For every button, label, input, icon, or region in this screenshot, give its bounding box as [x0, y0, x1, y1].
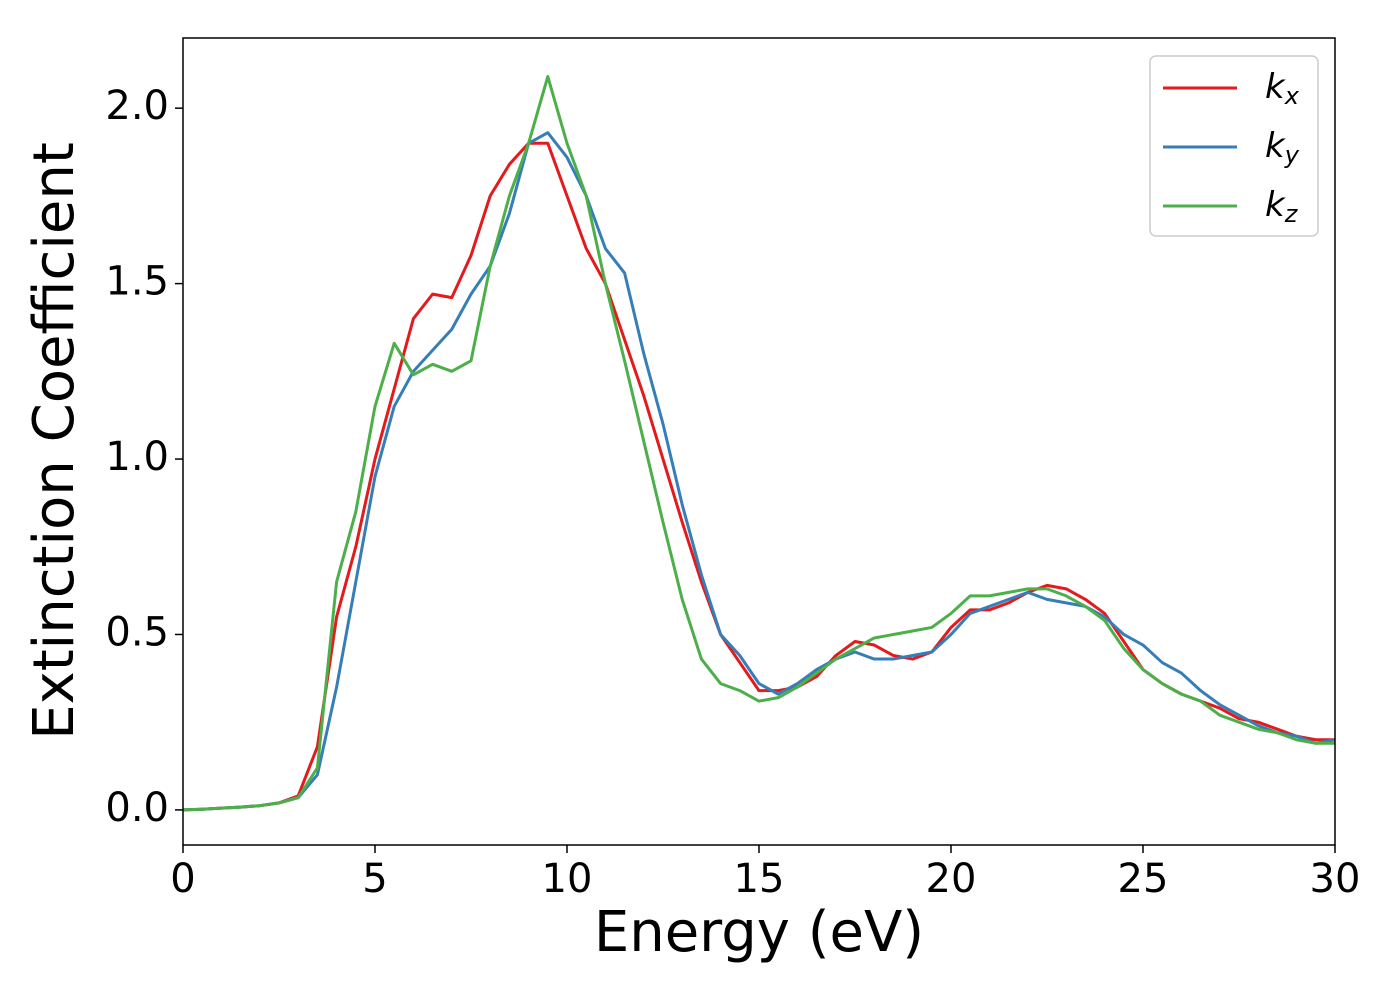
x-tick-label: 0: [170, 856, 195, 902]
x-tick-label: 10: [542, 856, 593, 902]
legend-label: ky: [1265, 126, 1300, 170]
x-tick-label: 25: [1118, 856, 1169, 902]
y-tick-label: 0.5: [105, 609, 169, 655]
series-line: [183, 75, 1335, 812]
series-line: [183, 131, 1335, 812]
series-line: [183, 141, 1335, 812]
plot-frame: [182, 37, 1336, 846]
x-tick-label: 15: [734, 856, 785, 902]
x-tick-label: 30: [1310, 856, 1361, 902]
y-tick-label: 1.0: [105, 434, 169, 480]
legend-label: kz: [1265, 185, 1299, 229]
y-tick-label: 1.5: [105, 259, 169, 305]
y-axis-label: Extinction Coefficient: [22, 142, 87, 740]
y-tick-label: 0.0: [105, 785, 169, 831]
y-tick-label: 2.0: [105, 83, 169, 129]
x-tick-label: 5: [362, 856, 387, 902]
x-tick-label: 20: [926, 856, 977, 902]
legend-label: kx: [1265, 67, 1300, 111]
x-axis-label: Energy (eV): [594, 900, 924, 965]
